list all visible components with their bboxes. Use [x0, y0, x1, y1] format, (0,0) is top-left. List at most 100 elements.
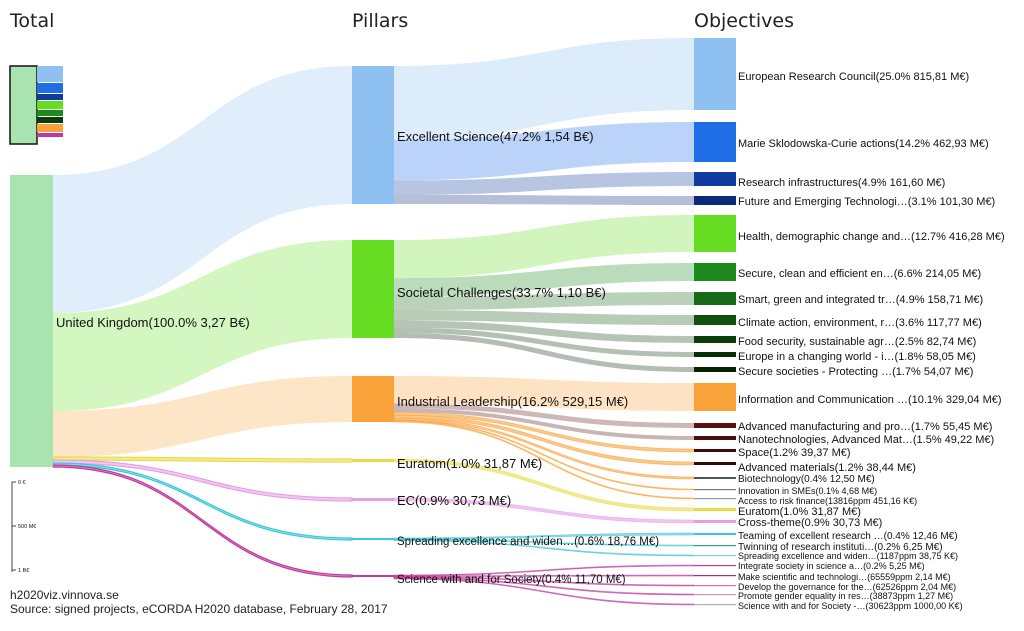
objective-node-1[interactable]: [694, 122, 736, 162]
objective-label-10: Secure societies - Protecting …(1.7% 54,…: [738, 366, 973, 378]
pillar-node-ec[interactable]: [352, 498, 394, 501]
objective-node-13[interactable]: [694, 436, 736, 440]
objective-node-10[interactable]: [694, 367, 736, 372]
scale-tick-label-0: 0 €: [18, 480, 26, 486]
mini-legend-strip-1: [37, 83, 63, 93]
objective-label-4: Health, demographic change and…(12.7% 41…: [738, 231, 1005, 243]
objective-node-9[interactable]: [694, 352, 736, 357]
objective-label-15: Advanced materials(1.2% 38,44 M€): [738, 462, 916, 474]
objective-node-7[interactable]: [694, 315, 736, 325]
objective-label-8: Food security, sustainable agr…(2.5% 82,…: [738, 336, 976, 348]
links-layer: [52, 38, 695, 606]
pillar-label-eu: Euratom(1.0% 31,87 M€): [397, 456, 542, 471]
objective-label-2: Research infrastructures(4.9% 161,60 M€): [738, 177, 945, 189]
link-source-es: [53, 66, 352, 313]
scale-tick-label-2: 1 B€: [18, 568, 29, 574]
pillar-label-ec: EC(0.9% 30,73 M€): [397, 493, 511, 508]
link-objective-2: [394, 172, 694, 195]
objective-label-17: Innovation in SMEs(0.1% 4,68 M€): [738, 486, 877, 496]
objective-node-23[interactable]: [694, 555, 736, 557]
link-source-sc: [53, 240, 352, 411]
objective-label-13: Nanotechnologies, Advanced Mat…(1.5% 49,…: [738, 434, 994, 446]
objective-label-12: Advanced manufacturing and pro…(1.7% 55,…: [738, 421, 992, 433]
objective-label-5: Secure, clean and efficient en…(6.6% 214…: [738, 268, 981, 280]
link-objective-11: [394, 376, 694, 411]
mini-legend-strip-0: [37, 66, 63, 82]
pillar-node-sew[interactable]: [352, 538, 394, 540]
objective-node-20[interactable]: [694, 520, 736, 523]
objective-label-7: Climate action, environment, r…(3.6% 117…: [738, 317, 982, 329]
pillar-label-sc: Societal Challenges(33.7% 1,10 B€): [397, 285, 606, 300]
footer-source: Source: signed projects, eCORDA H2020 da…: [10, 602, 388, 616]
objective-label-27: Promote gender equality in res…(38873ppm…: [738, 591, 953, 601]
link-objective-0: [394, 38, 694, 140]
link-objective-1: [394, 122, 694, 181]
objective-node-14[interactable]: [694, 449, 736, 452]
objective-node-21[interactable]: [694, 533, 736, 535]
pillars-header: Pillars: [352, 10, 409, 32]
objective-label-14: Space(1.2% 39,37 M€): [738, 447, 851, 459]
link-objective-5: [394, 263, 694, 297]
pillar-node-sc[interactable]: [352, 240, 394, 338]
nodes-layer: [10, 38, 736, 606]
footer-site: h2020viz.vinnova.se: [10, 588, 119, 602]
link-objective-9: [394, 327, 694, 357]
objective-label-22: Twinning of research instituti…(0.2% 6,2…: [738, 542, 943, 553]
objective-node-16[interactable]: [694, 477, 736, 479]
link-objective-12: [394, 403, 694, 428]
pillar-label-il: Industrial Leadership(16.2% 529,15 M€): [397, 394, 628, 409]
objective-node-8[interactable]: [694, 336, 736, 343]
link-objective-13: [394, 408, 694, 440]
objective-node-4[interactable]: [694, 215, 736, 252]
link-objective-3: [394, 194, 694, 205]
pillar-node-es[interactable]: [352, 66, 394, 204]
objective-label-11: Information and Communication …(10.1% 32…: [738, 394, 1002, 406]
objective-node-11[interactable]: [694, 383, 736, 411]
objective-label-24: Integrate society in science a…(0.2% 5,2…: [738, 561, 925, 571]
pillar-label-sew: Spreading excellence and widen…(0.6% 18,…: [397, 536, 659, 548]
mini-legend: 0 € 500 M€ 1 B€: [9, 65, 63, 574]
link-source-sew: [52, 462, 353, 541]
objective-node-28[interactable]: [694, 604, 736, 606]
mini-legend-strip-3: [37, 101, 63, 109]
pillar-node-eu[interactable]: [352, 459, 394, 462]
mini-legend-strip-2: [37, 94, 63, 100]
objective-label-21: Teaming of excellent research …(0.4% 12,…: [738, 531, 958, 542]
objective-label-9: Europe in a changing world - i…(1.8% 58,…: [738, 351, 976, 363]
objective-node-6[interactable]: [694, 292, 736, 305]
mini-legend-strip-5: [37, 117, 63, 123]
mini-legend-strip-6: [37, 124, 63, 132]
total-header: Total: [10, 10, 55, 32]
objective-node-12[interactable]: [694, 423, 736, 428]
objective-node-24[interactable]: [694, 565, 736, 567]
objective-node-25[interactable]: [694, 575, 736, 577]
objective-node-22[interactable]: [694, 545, 736, 547]
mini-legend-total: [9, 65, 38, 145]
objective-node-27[interactable]: [694, 594, 736, 596]
objective-node-2[interactable]: [694, 172, 736, 186]
objective-node-18[interactable]: [694, 498, 736, 500]
labels-layer: United Kingdom(100.0% 3,27 B€) Excellent …: [56, 71, 1005, 611]
objective-node-19[interactable]: [694, 508, 736, 511]
objective-node-17[interactable]: [694, 489, 736, 491]
objective-node-15[interactable]: [694, 462, 736, 465]
objective-label-26: Develop the governance for the…(62526ppm…: [738, 582, 956, 592]
objective-node-0[interactable]: [694, 38, 736, 110]
objective-label-18: Access to risk finance(13816ppm 451,16 K…: [738, 496, 917, 506]
objective-label-19: Euratom(1.0% 31,87 M€): [738, 506, 861, 518]
objective-label-20: Cross-theme(0.9% 30,73 M€): [738, 517, 882, 529]
source-node[interactable]: [10, 175, 53, 467]
objective-label-6: Smart, green and integrated tr…(4.9% 158…: [738, 294, 983, 306]
objective-label-25: Make scientific and technologi…(65559ppm…: [738, 572, 951, 582]
scale-tick-label-1: 500 M€: [18, 524, 36, 530]
objective-node-3[interactable]: [694, 196, 736, 205]
objective-node-26[interactable]: [694, 585, 736, 587]
pillar-node-il[interactable]: [352, 376, 394, 422]
objective-label-23: Spreading excellence and widen…(1187ppm …: [738, 551, 958, 561]
pillar-node-swf[interactable]: [352, 575, 394, 577]
link-objective-10: [394, 332, 694, 372]
objective-node-5[interactable]: [694, 263, 736, 281]
link-objective-4: [394, 215, 694, 279]
link-objective-6: [394, 292, 694, 311]
